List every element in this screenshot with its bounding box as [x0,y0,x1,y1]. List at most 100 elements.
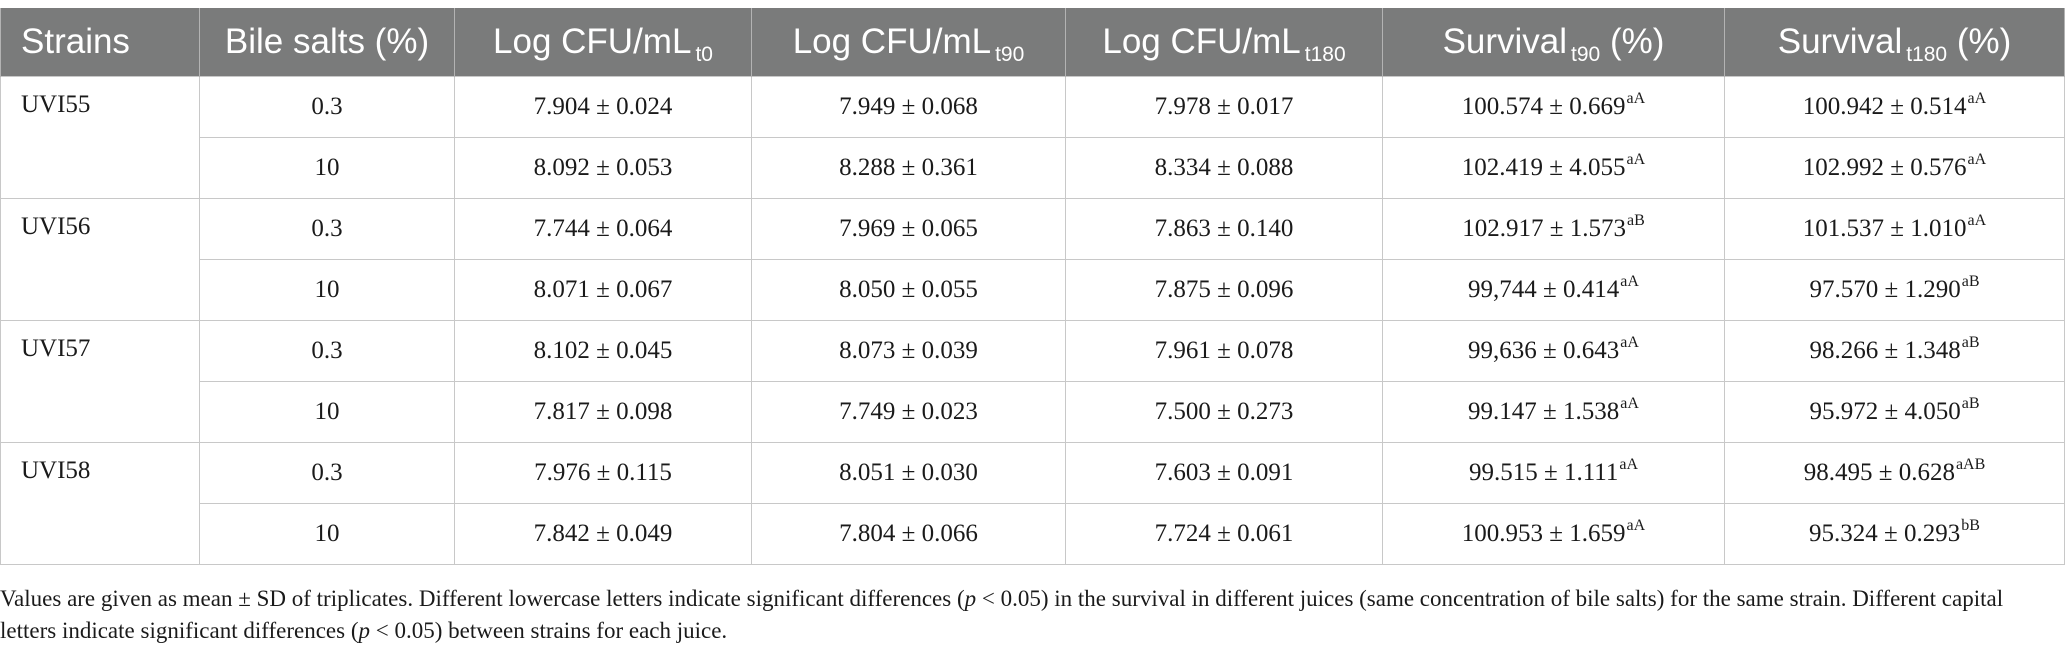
survival-t180-cell: 95.324 ± 0.293bB [1724,503,2065,565]
significance-letters: aA [1626,89,1646,107]
log-t90-cell: 7.749 ± 0.023 [751,381,1066,443]
survival-value: 97.570 ± 1.290 [1809,276,1961,303]
survival-value: 102.917 ± 1.573 [1462,215,1626,242]
log-t90-cell: 8.288 ± 0.361 [751,137,1066,199]
significance-letters: aA [1967,150,1987,168]
table-footnote: Values are given as mean ± SD of triplic… [0,583,2060,647]
footnote-text-1: Values are given as mean ± SD of triplic… [0,586,965,611]
survival-t90-cell: 100.953 ± 1.659aA [1382,503,1725,565]
data-table-container: Strains Bile salts (%) Log CFU/mL t0 Log … [0,8,2065,565]
survival-value: 100.953 ± 1.659 [1461,520,1626,547]
header-survival-t180-sub: t180 [1906,43,1948,66]
footnote-p-symbol-1: p [964,586,977,611]
header-survival-t180-main: Survival [1777,22,1903,61]
survival-value: 98.495 ± 0.628 [1803,459,1955,486]
survival-value: 99.147 ± 1.538 [1468,398,1620,425]
survival-value: 99,636 ± 0.643 [1468,337,1620,364]
log-t0-cell: 7.842 ± 0.049 [454,503,752,565]
table-row: 10 7.842 ± 0.049 7.804 ± 0.066 7.724 ± 0… [1,503,2065,565]
log-t180-cell: 7.724 ± 0.061 [1065,503,1383,565]
strain-cell: UVI58 [0,442,200,565]
significance-letters: aA [1626,150,1646,168]
header-survival-t180: Survival t180 (%) [1724,8,2065,77]
strain-cell: UVI57 [0,320,200,443]
survival-value: 95.324 ± 0.293 [1809,520,1961,547]
header-log-t180-sub: t180 [1304,43,1346,66]
significance-letters: aA [1626,516,1646,534]
header-survival-t90-unit: (%) [1609,22,1665,61]
survival-t90-cell: 99.147 ± 1.538aA [1382,381,1725,443]
significance-letters: aA [1619,455,1639,473]
survival-value: 100.942 ± 0.514 [1802,93,1967,120]
table-body: UVI55 0.3 7.904 ± 0.024 7.949 ± 0.068 7.… [0,76,2065,565]
log-t180-cell: 7.978 ± 0.017 [1065,76,1383,138]
log-t90-cell: 7.804 ± 0.066 [751,503,1066,565]
bile-cell: 10 [199,381,455,443]
survival-value: 101.537 ± 1.010 [1802,215,1967,242]
log-t0-cell: 7.744 ± 0.064 [454,198,752,260]
header-log-t90-main: Log CFU/mL [792,22,992,61]
survival-value: 102.992 ± 0.576 [1802,154,1967,181]
header-log-t0-main: Log CFU/mL [493,22,692,61]
bile-cell: 10 [199,503,455,565]
log-t0-cell: 7.904 ± 0.024 [454,76,752,138]
significance-letters: aA [1620,333,1639,351]
table-row: UVI55 0.3 7.904 ± 0.024 7.949 ± 0.068 7.… [0,76,2065,199]
table-row: UVI56 0.3 7.744 ± 0.064 7.969 ± 0.065 7.… [0,198,2065,321]
log-t180-cell: 7.961 ± 0.078 [1065,320,1383,382]
survival-t180-cell: 102.992 ± 0.576aA [1724,137,2065,199]
log-t0-cell: 8.092 ± 0.053 [454,137,752,199]
survival-t90-cell: 102.917 ± 1.573aB [1382,198,1725,260]
significance-letters: bB [1961,516,1980,534]
significance-letters: aB [1961,394,1980,412]
significance-letters: aB [1626,211,1645,229]
significance-letters: aB [1961,333,1980,351]
log-t180-cell: 7.603 ± 0.091 [1065,442,1383,504]
table-header: Strains Bile salts (%) Log CFU/mL t0 Log … [0,8,2065,77]
significance-letters: aA [1967,211,1987,229]
log-t180-cell: 7.875 ± 0.096 [1065,259,1383,321]
table-row: 10 8.071 ± 0.067 8.050 ± 0.055 7.875 ± 0… [1,259,2065,321]
log-t180-cell: 7.500 ± 0.273 [1065,381,1383,443]
log-t90-cell: 8.073 ± 0.039 [751,320,1066,382]
header-log-t0-sub: t0 [695,43,713,66]
significance-letters: aA [1620,394,1639,412]
log-t90-cell: 8.050 ± 0.055 [751,259,1066,321]
header-log-t90-sub: t90 [995,43,1025,66]
survival-t180-cell: 97.570 ± 1.290aB [1724,259,2065,321]
header-strains: Strains [0,8,200,77]
survival-value: 95.972 ± 4.050 [1809,398,1961,425]
survival-t180-cell: 101.537 ± 1.010aA [1724,198,2065,260]
table-row: 10 8.092 ± 0.053 8.288 ± 0.361 8.334 ± 0… [1,137,2065,199]
survival-t90-cell: 99,636 ± 0.643aA [1382,320,1725,382]
log-t0-cell: 8.071 ± 0.067 [454,259,752,321]
header-bile-salts: Bile salts (%) [199,8,455,77]
survival-value: 99,744 ± 0.414 [1468,276,1620,303]
survival-value: 100.574 ± 0.669 [1461,93,1626,120]
bile-cell: 10 [199,259,455,321]
bile-cell: 0.3 [199,442,455,504]
log-t180-cell: 8.334 ± 0.088 [1065,137,1383,199]
header-survival-t90-sub: t90 [1571,43,1601,66]
header-log-t180-main: Log CFU/mL [1102,22,1301,61]
log-t0-cell: 8.102 ± 0.045 [454,320,752,382]
survival-table: Strains Bile salts (%) Log CFU/mL t0 Log … [0,8,2065,565]
footnote-text-3: < 0.05) between strains for each juice. [369,618,728,643]
survival-value: 98.266 ± 1.348 [1809,337,1961,364]
header-survival-t180-unit: (%) [1956,22,2012,61]
survival-value: 102.419 ± 4.055 [1461,154,1626,181]
survival-t90-cell: 100.574 ± 0.669aA [1382,76,1725,138]
log-t0-cell: 7.976 ± 0.115 [454,442,752,504]
strain-cell: UVI56 [0,198,200,321]
bile-cell: 0.3 [199,198,455,260]
survival-t90-cell: 99,744 ± 0.414aA [1382,259,1725,321]
header-log-t180: Log CFU/mL t180 [1065,8,1383,77]
table-row: 10 7.817 ± 0.098 7.749 ± 0.023 7.500 ± 0… [1,381,2065,443]
log-t90-cell: 8.051 ± 0.030 [751,442,1066,504]
footnote-text-2: < 0.05) in the survival in different jui… [0,586,2004,643]
significance-letters: aB [1961,272,1980,290]
bile-cell: 10 [199,137,455,199]
table-row: UVI57 0.3 8.102 ± 0.045 8.073 ± 0.039 7.… [0,320,2065,443]
table-row: UVI58 0.3 7.976 ± 0.115 8.051 ± 0.030 7.… [0,442,2065,565]
survival-t180-cell: 95.972 ± 4.050aB [1724,381,2065,443]
